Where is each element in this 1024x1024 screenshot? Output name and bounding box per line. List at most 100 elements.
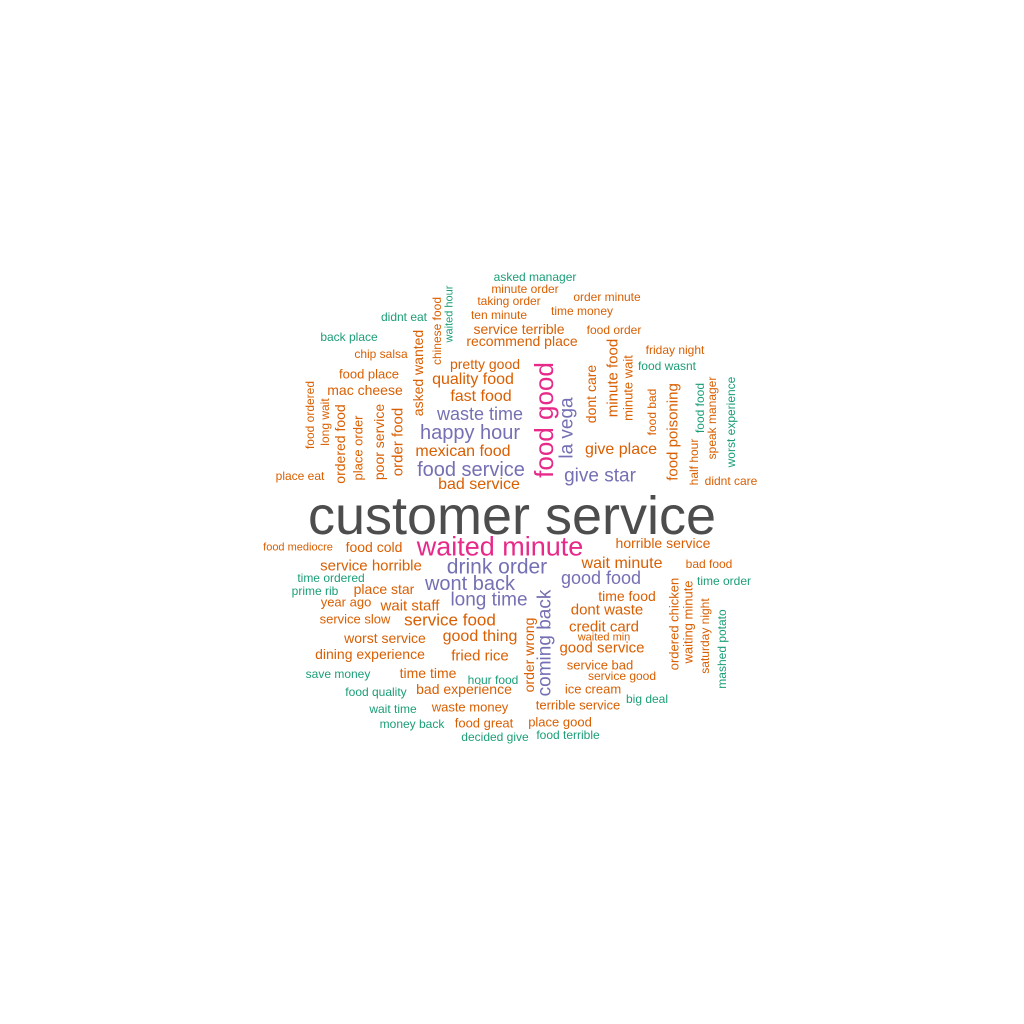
word-food-food: food food	[693, 382, 707, 434]
word-food-great: food great	[454, 715, 514, 731]
word-worst-experience: worst experience	[724, 376, 738, 468]
word-saturday-night: saturday night	[698, 598, 712, 674]
word-mexican-food: mexican food	[415, 443, 511, 460]
word-mac-cheese: mac cheese	[327, 382, 403, 398]
word-order-wrong: order wrong	[521, 617, 537, 693]
word-food-order: food order	[586, 323, 642, 337]
word-ordered-chicken: ordered chicken	[666, 577, 682, 671]
word-service-bad: service bad	[566, 657, 634, 673]
word-half-hour: half hour	[687, 438, 701, 486]
word-mashed-potato: mashed potato	[715, 609, 729, 689]
word-dining-experience: dining experience	[315, 646, 425, 662]
word-minute-food: minute food	[604, 338, 622, 418]
word-waste-money: waste money	[431, 699, 509, 715]
word-pretty-good: pretty good	[449, 356, 521, 372]
word-food-wasnt: food wasnt	[637, 359, 697, 373]
word-speak-manager: speak manager	[705, 376, 719, 460]
word-order-food: order food	[389, 407, 407, 477]
word-didnt-eat: didnt eat	[380, 310, 428, 324]
word-waited-minute: waited minute	[416, 531, 584, 562]
word-food-terrible: food terrible	[536, 728, 600, 742]
word-waited-hour: waited hour	[443, 285, 456, 343]
word-taking-order: taking order	[477, 294, 541, 308]
word-poor-service: poor service	[371, 403, 387, 481]
word-back-place: back place	[320, 330, 378, 344]
word-food-mediocre: food mediocre	[263, 541, 333, 554]
word-good-service: good service	[559, 639, 645, 657]
word-ordered-food: ordered food	[332, 404, 348, 484]
word-horrible-service: horrible service	[615, 535, 711, 551]
word-friday-night: friday night	[645, 343, 705, 357]
word-ice-cream: ice cream	[564, 681, 622, 697]
word-fast-food: fast food	[450, 388, 512, 405]
word-minute-wait: minute wait	[620, 355, 636, 421]
word-wait-staff: wait staff	[380, 597, 440, 615]
word-didnt-care: didnt care	[704, 474, 758, 488]
word-quality-food: quality food	[432, 371, 514, 388]
word-time-ordered: time ordered	[297, 571, 365, 585]
word-fried-rice: fried rice	[451, 647, 509, 665]
word-credit-card: credit card	[568, 618, 640, 636]
word-give-star: give star	[564, 465, 636, 487]
word-wont-back: wont back	[424, 573, 516, 595]
word-ten-minute: ten minute	[470, 308, 528, 322]
word-save-money: save money	[305, 667, 371, 681]
word-waited-min: waited min	[577, 631, 631, 644]
word-order-minute: order minute	[573, 290, 641, 304]
word-time-money: time money	[550, 304, 614, 318]
word-bad-service: bad service	[438, 476, 520, 493]
word-give-place: give place	[584, 441, 658, 458]
word-service-slow: service slow	[319, 611, 391, 627]
word-decided-give: decided give	[461, 730, 529, 744]
word-place-star: place star	[353, 581, 415, 597]
word-time-food: time food	[598, 588, 656, 604]
word-big-deal: big deal	[625, 692, 669, 706]
word-good-thing: good thing	[442, 628, 518, 645]
word-money-back: money back	[379, 717, 445, 731]
word-prime-rib: prime rib	[291, 584, 339, 598]
word-terrible-service: terrible service	[535, 697, 621, 713]
word-food-good: food good	[529, 362, 559, 478]
word-waste-time: waste time	[436, 404, 524, 424]
word-food-ordered: food ordered	[303, 380, 317, 450]
word-happy-hour: happy hour	[419, 422, 521, 444]
word-chinese-food: chinese food	[430, 296, 444, 366]
word-place-good: place good	[528, 714, 592, 730]
word-worst-service: worst service	[344, 630, 426, 646]
word-dont-waste: dont waste	[570, 601, 644, 619]
word-asked-wanted: asked wanted	[410, 329, 426, 417]
word-la-vega: la vega	[556, 397, 578, 459]
word-long-time: long time	[450, 589, 528, 611]
word-time-time: time time	[399, 665, 457, 681]
word-food-bad: food bad	[645, 388, 659, 436]
word-chip-salsa: chip salsa	[354, 347, 408, 361]
word-food-cold: food cold	[345, 539, 403, 555]
word-wait-time: wait time	[369, 702, 417, 716]
word-food-quality: food quality	[345, 685, 407, 699]
word-time-order: time order	[696, 574, 752, 588]
word-food-place: food place	[339, 366, 399, 382]
word-food-service: food service	[417, 459, 525, 481]
word-service-horrible: service horrible	[320, 557, 422, 575]
word-service-good: service good	[587, 669, 657, 683]
word-wait-minute: wait minute	[581, 555, 663, 572]
word-asked-manager: asked manager	[493, 270, 577, 284]
word-food-poisoning: food poisoning	[664, 383, 682, 481]
word-service-food: service food	[404, 610, 496, 630]
word-recommend-place: recommend place	[466, 333, 578, 349]
word-coming-back: coming back	[534, 589, 556, 697]
word-drink-order: drink order	[446, 555, 548, 579]
word-hour-food: hour food	[467, 673, 519, 687]
word-service-terrible: service terrible	[473, 321, 565, 337]
word-place-order: place order	[350, 415, 366, 481]
word-good-food: good food	[560, 568, 642, 588]
word-bad-food: bad food	[685, 557, 733, 571]
word-bad-experience: bad experience	[416, 681, 512, 697]
word-place-eat: place eat	[275, 469, 325, 483]
word-year-ago: year ago	[320, 594, 372, 610]
word-long-wait: long wait	[318, 398, 332, 446]
word-minute-order: minute order	[491, 282, 559, 296]
word-dont-care: dont care	[583, 364, 599, 424]
word-customer-service: customer service	[307, 486, 717, 546]
